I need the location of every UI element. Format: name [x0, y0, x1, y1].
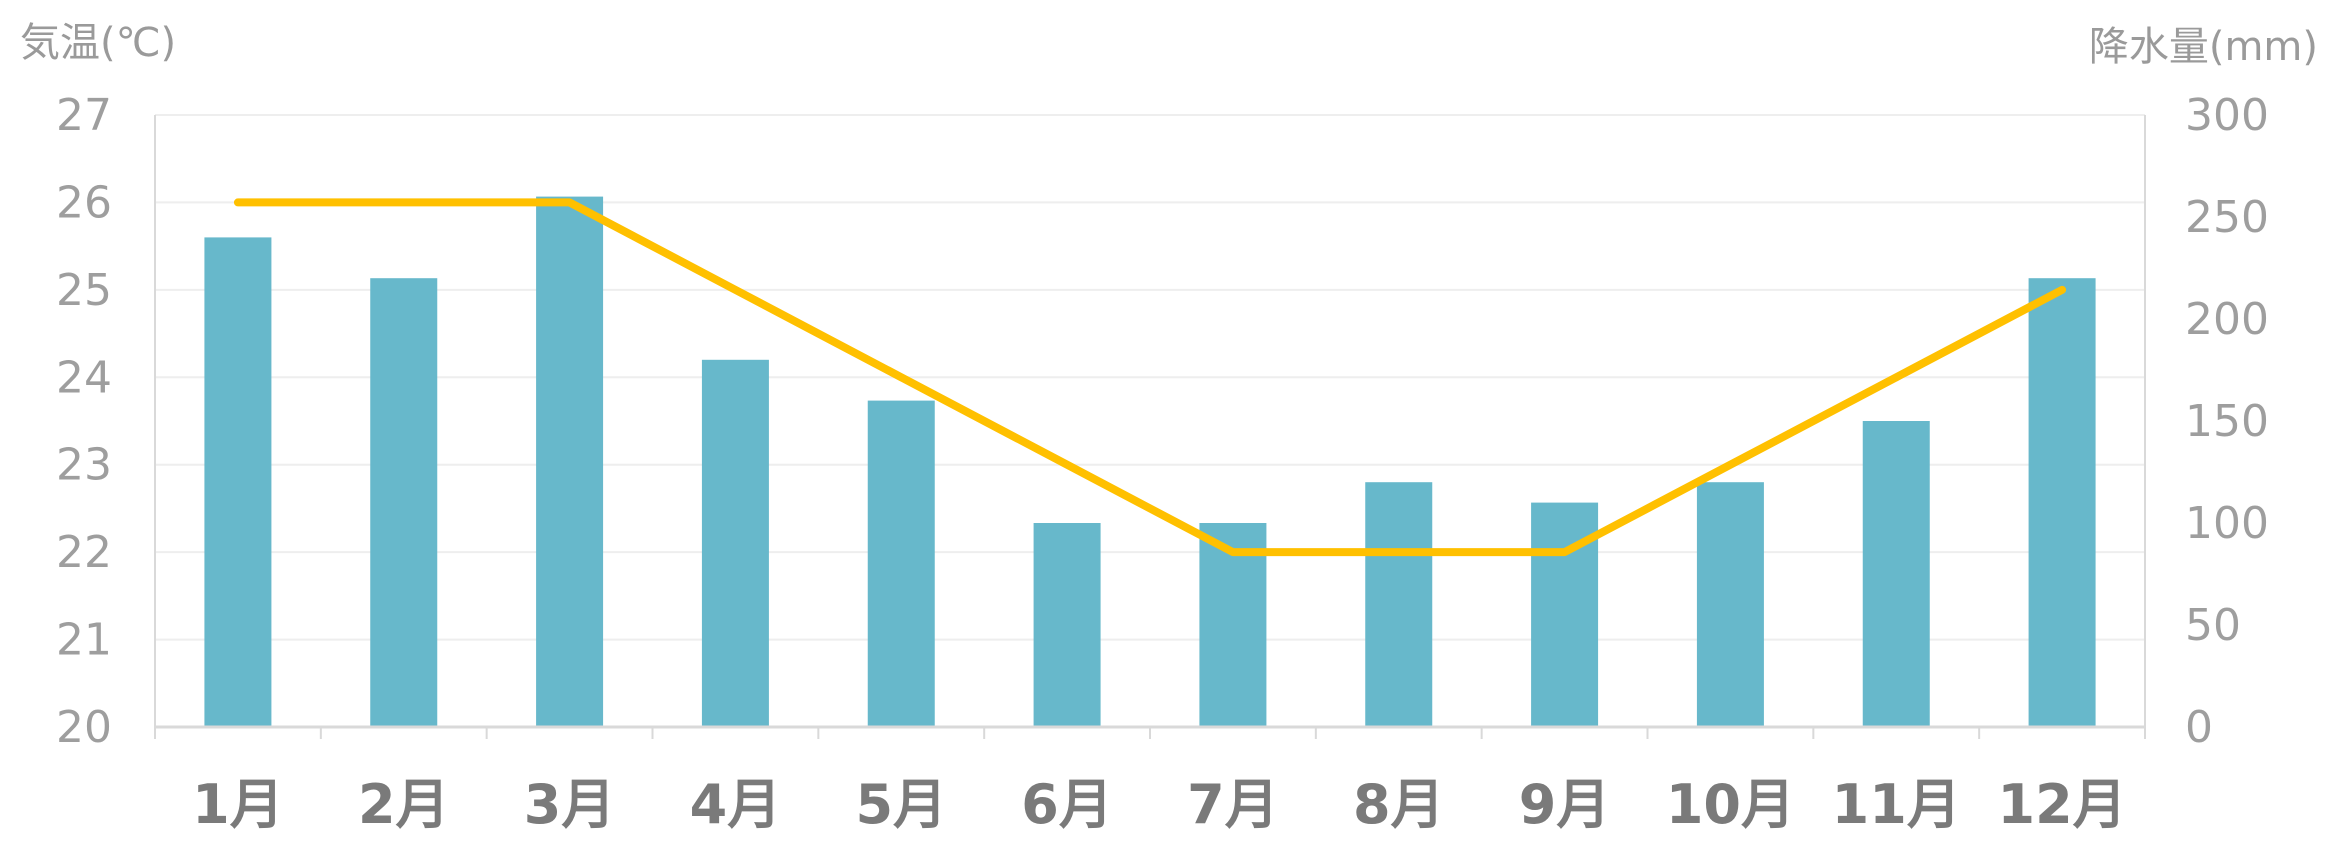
- precipitation-bar: [701, 359, 769, 727]
- precipitation-bar: [1199, 523, 1267, 727]
- x-tick-label: 1月: [192, 773, 284, 836]
- precipitation-bar: [536, 196, 604, 728]
- x-tick-label: 9月: [1519, 773, 1611, 836]
- right-tick-label: 100: [2185, 498, 2269, 549]
- temperature-line: [233, 198, 2067, 557]
- x-axis-ticks: 1月 2月 3月 4月 5月 6月 7月 8月 9月 10月 11月 12月: [192, 773, 2127, 836]
- precipitation-bar: [204, 237, 272, 727]
- left-axis-ticks: 20 21 22 23 24 25 26 27: [56, 90, 112, 753]
- temperature-series-line: [233, 198, 2067, 557]
- x-tick-label: 10月: [1666, 773, 1795, 836]
- precipitation-bar: [1033, 523, 1101, 727]
- precipitation-bar: [867, 400, 935, 727]
- right-tick-label: 0: [2185, 702, 2213, 753]
- left-tick-label: 20: [56, 702, 112, 753]
- right-tick-label: 250: [2185, 192, 2269, 243]
- left-tick-label: 25: [56, 265, 112, 316]
- left-tick-label: 22: [56, 527, 112, 578]
- x-tick-label: 12月: [1998, 773, 2127, 836]
- precipitation-bar: [370, 278, 438, 727]
- x-tick-label: 6月: [1021, 773, 1113, 836]
- gridlines: [155, 114, 2145, 641]
- x-tick-label: 5月: [855, 773, 947, 836]
- right-axis-title: 降水量(mm): [2089, 24, 2318, 70]
- axes: [154, 115, 2146, 739]
- right-tick-label: 200: [2185, 294, 2269, 345]
- precipitation-bar: [1365, 482, 1433, 727]
- right-axis-ticks: 0 50 100 150 200 250 300: [2185, 90, 2269, 753]
- precipitation-bar: [1696, 482, 1764, 727]
- left-tick-label: 24: [56, 352, 112, 403]
- right-tick-label: 50: [2185, 600, 2241, 651]
- left-axis-title: 気温(℃): [20, 20, 176, 66]
- x-tick-label: 7月: [1187, 773, 1279, 836]
- left-tick-label: 26: [56, 177, 112, 228]
- left-tick-label: 21: [56, 615, 112, 666]
- right-tick-label: 150: [2185, 396, 2269, 447]
- x-tick-label: 8月: [1353, 773, 1445, 836]
- precipitation-bars: [204, 196, 2096, 728]
- x-tick-label: 3月: [524, 773, 616, 836]
- x-tick-label: 2月: [358, 773, 450, 836]
- x-tick-label: 11月: [1832, 773, 1961, 836]
- left-tick-label: 27: [56, 90, 112, 141]
- right-tick-label: 300: [2185, 90, 2269, 141]
- precipitation-bar: [1862, 421, 1930, 727]
- left-tick-label: 23: [56, 440, 112, 491]
- precipitation-bar: [2028, 278, 2096, 727]
- x-tick-label: 4月: [690, 773, 782, 836]
